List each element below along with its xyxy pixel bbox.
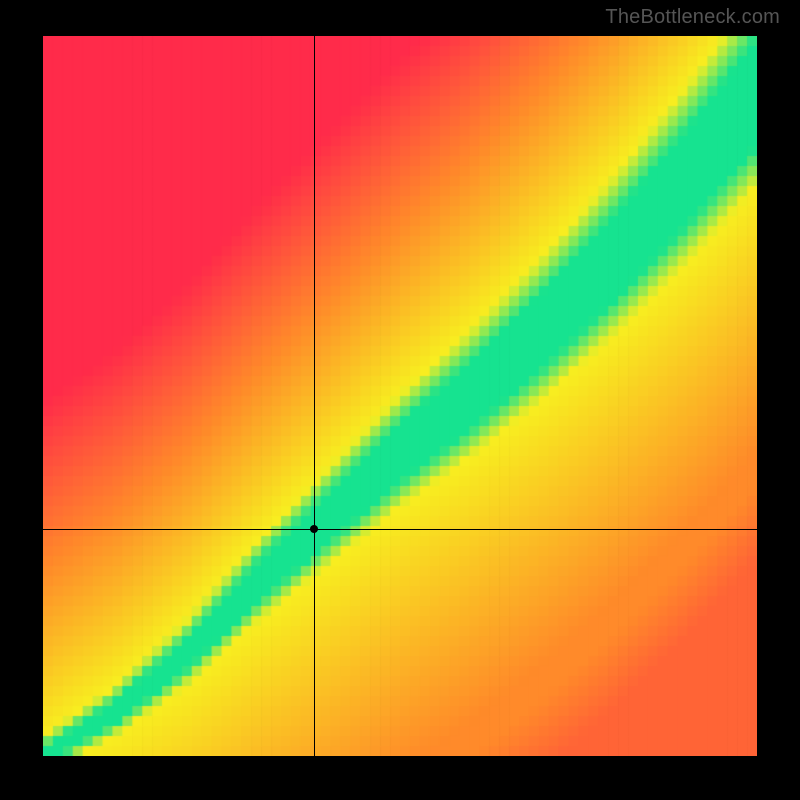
marker-dot — [310, 525, 318, 533]
heatmap-canvas — [43, 36, 757, 756]
chart-container: TheBottleneck.com — [0, 0, 800, 800]
watermark-text: TheBottleneck.com — [605, 6, 780, 29]
plot-area — [43, 36, 757, 756]
crosshair-vertical — [314, 36, 315, 756]
crosshair-horizontal — [43, 529, 757, 530]
